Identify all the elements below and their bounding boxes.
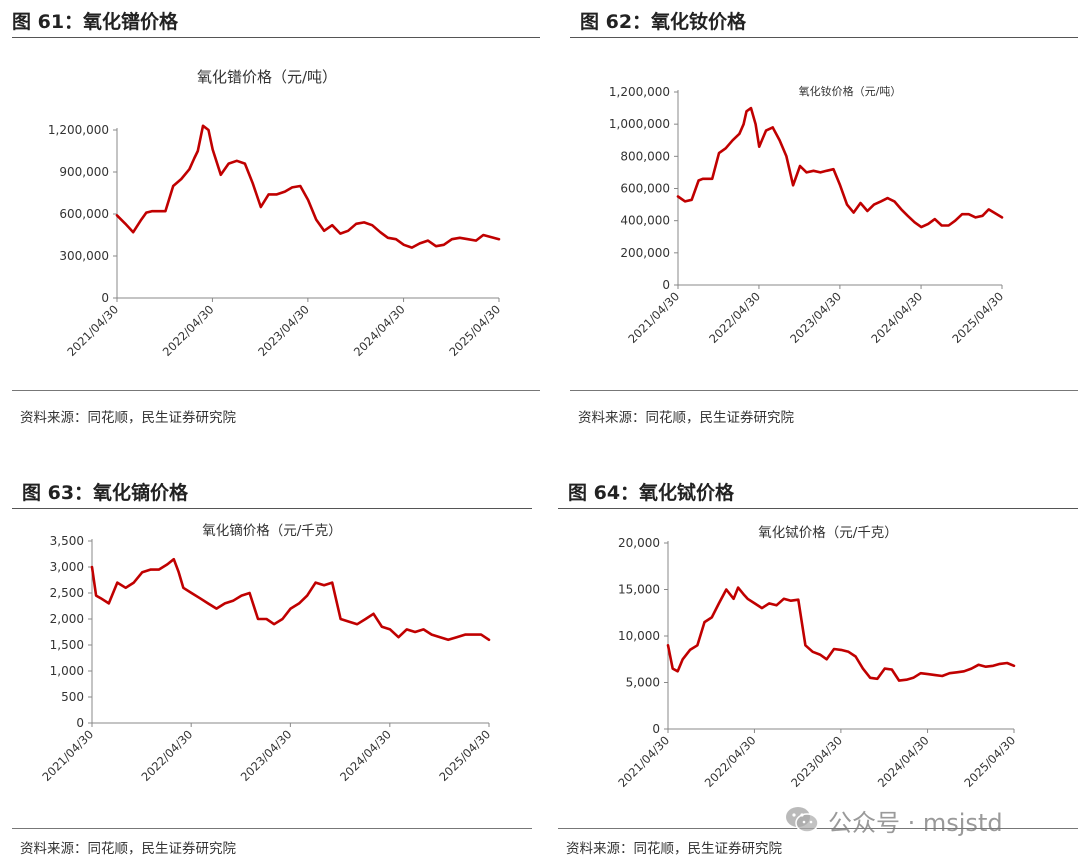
x-tick-label: 2022/04/30	[706, 289, 763, 346]
bottom-rule	[12, 390, 540, 391]
source-note: 资料来源：同花顺，民生证券研究院	[20, 410, 236, 426]
chart-63: 氧化镝价格（元/千克） 0 500 1,000 1,500 2,000 2,500 3,000…	[39, 522, 493, 784]
y-tick-label: 2,500	[50, 586, 84, 600]
y-tick-label: 300,000	[59, 249, 109, 263]
figure-64-panel: 图 64：氧化铽价格 氧化铽价格（元/千克） 0 5,000 10,000 15,000…	[558, 470, 1078, 865]
figure-title: 图 64：氧化铽价格	[568, 482, 735, 504]
y-tick-label: 0	[662, 278, 670, 292]
series-line	[90, 557, 491, 642]
chart-title: 氧化镝价格（元/千克）	[202, 522, 342, 539]
y-tick-label: 800,000	[620, 149, 670, 163]
title-rule	[570, 37, 1078, 38]
y-tick-label: 0	[101, 291, 109, 305]
figure-title: 图 63：氧化镝价格	[22, 482, 189, 504]
source-note: 资料来源：同花顺，民生证券研究院	[566, 841, 782, 857]
chart-61: 氧化镨价格（元/吨） 0 300,000 600,000 900,000 1,200,00…	[48, 68, 503, 359]
title-rule	[12, 508, 532, 509]
x-tick-label: 2021/04/30	[64, 302, 121, 359]
x-tick-label: 2022/04/30	[139, 727, 196, 784]
x-tick-label: 2022/04/30	[160, 302, 217, 359]
wechat-icon	[786, 807, 819, 833]
series-line	[676, 106, 1004, 229]
y-tick-label: 2,000	[50, 612, 84, 626]
chart-title: 氧化铽价格（元/千克）	[758, 525, 898, 541]
y-tick-label: 1,000	[50, 664, 84, 678]
x-tick-label: 2025/04/30	[949, 289, 1006, 346]
x-tick-label: 2024/04/30	[868, 289, 925, 346]
source-note: 资料来源：同花顺，民生证券研究院	[20, 841, 236, 857]
y-tick-label: 1,000,000	[609, 117, 670, 131]
y-tick-label: 900,000	[59, 165, 109, 179]
y-tick-label: 600,000	[59, 207, 109, 221]
figure-title: 图 61：氧化镨价格	[12, 11, 179, 33]
x-tick-label: 2022/04/30	[702, 733, 759, 790]
y-tick-label: 400,000	[620, 214, 670, 228]
y-tick-label: 200,000	[620, 246, 670, 260]
y-tick-label: 5,000	[626, 676, 660, 690]
y-tick-label: 3,000	[50, 560, 84, 574]
series-line	[115, 124, 501, 249]
chart-62: 氧化钕价格（元/吨） 0 200,000 400,000 600,000 800,000 1…	[609, 84, 1006, 346]
bottom-rule	[558, 828, 1078, 829]
watermark: 公众号 · msjstd	[784, 800, 1003, 840]
y-tick-label: 500	[61, 690, 84, 704]
x-tick-label: 2025/04/30	[446, 302, 503, 359]
y-tick-label: 0	[652, 722, 660, 736]
y-tick-label: 1,200,000	[609, 85, 670, 99]
y-tick-label: 1,500	[50, 638, 84, 652]
title-rule	[558, 508, 1078, 509]
watermark-text: 公众号 · msjstd	[828, 808, 1003, 837]
x-tick-label: 2021/04/30	[625, 289, 682, 346]
x-tick-label: 2025/04/30	[961, 733, 1018, 790]
x-tick-label: 2024/04/30	[351, 302, 408, 359]
y-tick-label: 0	[76, 716, 84, 730]
figure-title: 图 62：氧化钕价格	[580, 11, 747, 33]
y-tick-label: 3,500	[50, 534, 84, 548]
x-tick-label: 2023/04/30	[255, 302, 312, 359]
x-tick-label: 2023/04/30	[787, 289, 844, 346]
y-tick-label: 1,200,000	[48, 123, 109, 137]
y-tick-label: 20,000	[618, 536, 660, 550]
x-tick-label: 2024/04/30	[875, 733, 932, 790]
x-tick-label: 2023/04/30	[238, 727, 295, 784]
x-tick-label: 2021/04/30	[39, 727, 96, 784]
y-tick-label: 600,000	[620, 182, 670, 196]
x-tick-label: 2021/04/30	[615, 733, 672, 790]
figure-63-panel: 图 63：氧化镝价格 氧化镝价格（元/千克） 0 500 1,000 1,500 2,00…	[12, 470, 532, 865]
chart-title: 氧化钕价格（元/吨）	[799, 84, 902, 98]
source-note: 资料来源：同花顺，民生证券研究院	[578, 410, 794, 426]
series-line	[666, 586, 1016, 682]
bottom-rule	[570, 390, 1078, 391]
x-tick-label: 2024/04/30	[337, 727, 394, 784]
chart-64: 氧化铽价格（元/千克） 0 5,000 10,000 15,000 20,000 2021/…	[615, 525, 1018, 790]
figure-61-panel: 图 61：氧化镨价格 氧化镨价格（元/吨） 0 300,000 600,000 900,…	[12, 0, 540, 440]
x-tick-label: 2025/04/30	[436, 727, 493, 784]
y-tick-label: 10,000	[618, 629, 660, 643]
x-tick-label: 2023/04/30	[788, 733, 845, 790]
figure-62-panel: 图 62：氧化钕价格 氧化钕价格（元/吨） 0 200,000 400,000 600,…	[570, 0, 1078, 440]
y-tick-label: 15,000	[618, 583, 660, 597]
chart-title: 氧化镨价格（元/吨）	[197, 68, 337, 86]
title-rule	[12, 37, 540, 38]
bottom-rule	[12, 828, 532, 829]
